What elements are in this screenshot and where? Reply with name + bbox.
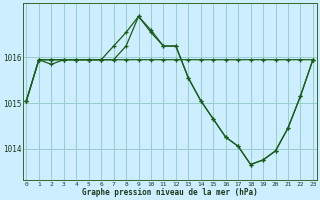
X-axis label: Graphe pression niveau de la mer (hPa): Graphe pression niveau de la mer (hPa) — [82, 188, 258, 197]
